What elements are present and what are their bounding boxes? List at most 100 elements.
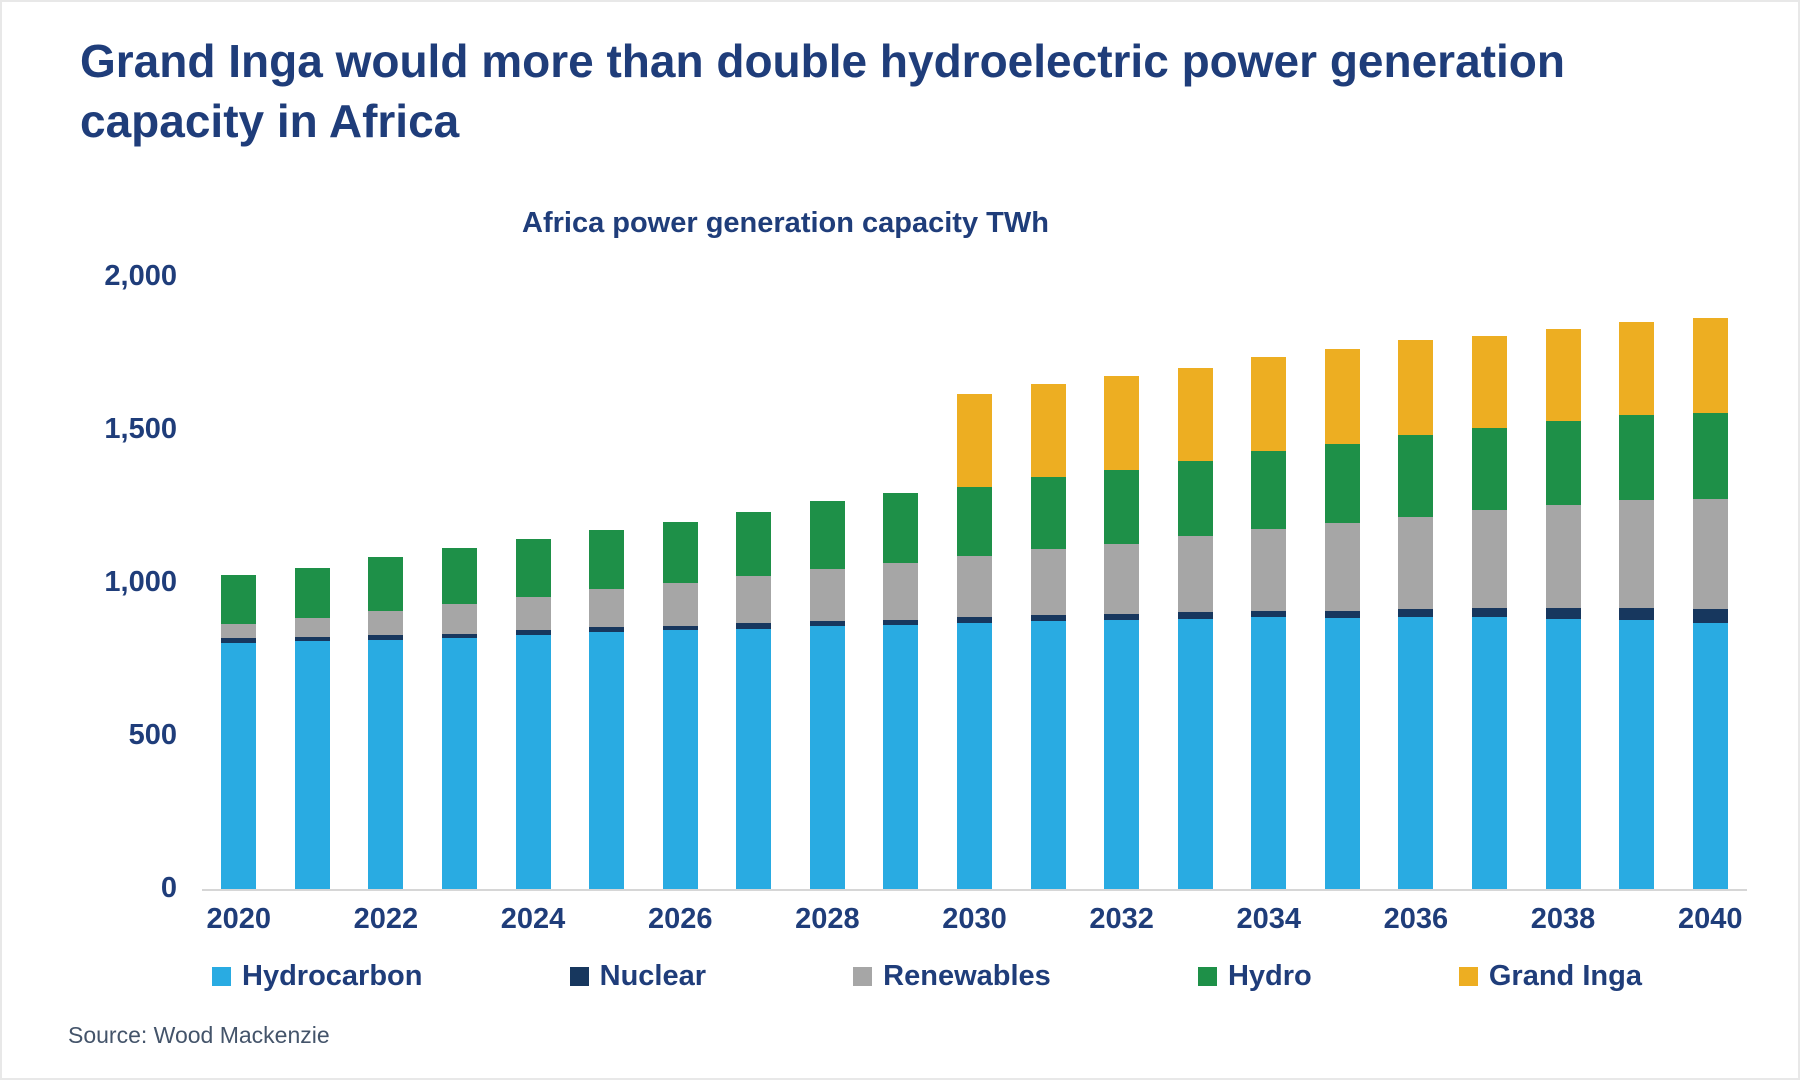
bar-segment-nuclear bbox=[1030, 615, 1066, 622]
x-axis-tick-label: 2032 bbox=[1089, 903, 1154, 935]
bar-segment-renewables bbox=[1472, 510, 1507, 609]
bar-2034 bbox=[1251, 356, 1287, 889]
bar-2036 bbox=[1398, 339, 1434, 889]
bar-segment-hydrocarbon bbox=[1104, 620, 1140, 889]
bar-segment-grand-inga bbox=[1251, 356, 1287, 452]
bar-segment-renewables bbox=[442, 604, 477, 634]
bar-segment-hydro bbox=[662, 521, 698, 584]
bar-2030 bbox=[957, 393, 992, 889]
bar-segment-renewables bbox=[809, 568, 845, 621]
bar-segment-renewables bbox=[883, 563, 919, 620]
bar-2024 bbox=[515, 538, 551, 889]
page-title: Grand Inga would more than double hydroe… bbox=[80, 35, 1565, 147]
bar-segment-renewables bbox=[221, 624, 257, 639]
bar-2033 bbox=[1177, 367, 1213, 889]
bar-segment-hydro bbox=[1324, 443, 1360, 524]
bar-segment-renewables bbox=[1251, 529, 1287, 611]
bar-segment-hydrocarbon bbox=[589, 631, 625, 889]
x-axis-tick-label: 2024 bbox=[500, 903, 566, 935]
bar-segment-hydro bbox=[957, 487, 992, 557]
bar-segment-hydro bbox=[515, 538, 551, 597]
legend-label: Renewables bbox=[883, 960, 1051, 992]
legend-swatch-hydro bbox=[1197, 967, 1217, 986]
bar-segment-hydrocarbon bbox=[662, 630, 698, 889]
bar-2020 bbox=[221, 575, 257, 889]
bar-2039 bbox=[1619, 322, 1655, 889]
bar-segment-nuclear bbox=[442, 633, 477, 639]
bar-2028 bbox=[809, 501, 845, 889]
legend: Hydrocarbon Nuclear Renewables Hydro Grand I… bbox=[212, 960, 1642, 993]
bar-segment-nuclear bbox=[1692, 609, 1728, 623]
bar-segment-hydrocarbon bbox=[736, 628, 772, 889]
bar-segment-nuclear bbox=[1251, 610, 1287, 618]
legend-item-renewables: Renewables bbox=[853, 960, 1051, 993]
bar-segment-renewables bbox=[589, 589, 625, 628]
bar-2029 bbox=[883, 493, 919, 889]
bar-segment-nuclear bbox=[1324, 610, 1360, 619]
x-axis-tick-label: 2030 bbox=[942, 903, 1007, 935]
bar-segment-renewables bbox=[1545, 505, 1581, 608]
bar-segment-nuclear bbox=[515, 630, 551, 636]
bar-segment-nuclear bbox=[736, 623, 772, 629]
bar-segment-hydro bbox=[1104, 470, 1140, 544]
bar-segment-hydro bbox=[589, 530, 625, 590]
bar-segment-hydrocarbon bbox=[1692, 622, 1728, 889]
bar-segment-grand-inga bbox=[1104, 375, 1140, 471]
bar-segment-hydro bbox=[736, 511, 772, 576]
chart-title: Africa power generation capacity TWh bbox=[522, 207, 1049, 239]
bar-segment-grand-inga bbox=[1398, 339, 1434, 435]
legend-swatch-renewables bbox=[853, 967, 873, 986]
y-axis-tick-label: 0 bbox=[160, 872, 177, 904]
bar-segment-renewables bbox=[957, 556, 992, 618]
bar-segment-nuclear bbox=[809, 620, 845, 627]
bar-segment-nuclear bbox=[221, 638, 257, 643]
bar-segment-hydrocarbon bbox=[1398, 616, 1434, 889]
bar-2026 bbox=[662, 521, 698, 889]
bar-segment-hydrocarbon bbox=[1177, 619, 1213, 889]
bar-2032 bbox=[1104, 375, 1140, 889]
bar-2027 bbox=[736, 511, 772, 889]
bar-segment-renewables bbox=[1692, 498, 1728, 610]
bar-segment-nuclear bbox=[294, 636, 330, 642]
bar-segment-grand-inga bbox=[1545, 329, 1581, 422]
bar-segment-hydrocarbon bbox=[1545, 618, 1581, 889]
bar-segment-hydro bbox=[368, 557, 404, 611]
x-axis-tick-label: 2036 bbox=[1383, 903, 1449, 935]
y-axis-tick-label: 500 bbox=[128, 719, 177, 751]
bar-segment-grand-inga bbox=[1324, 348, 1360, 444]
legend-swatch-grand-inga bbox=[1458, 967, 1478, 986]
legend-label: Hydro bbox=[1227, 960, 1312, 992]
bar-segment-hydrocarbon bbox=[221, 642, 257, 889]
bar-segment-hydro bbox=[1251, 451, 1287, 530]
bar-segment-nuclear bbox=[1619, 607, 1655, 620]
bar-2040 bbox=[1692, 318, 1728, 889]
bar-segment-renewables bbox=[1030, 549, 1066, 616]
bar-segment-nuclear bbox=[1177, 612, 1213, 620]
bar-segment-nuclear bbox=[1398, 609, 1434, 617]
legend-swatch-hydrocarbon bbox=[212, 967, 231, 986]
bar-segment-hydro bbox=[883, 493, 919, 564]
bar-segment-grand-inga bbox=[957, 393, 992, 488]
y-axis-tick-label: 1,000 bbox=[104, 566, 177, 598]
bar-2038 bbox=[1545, 329, 1581, 889]
x-axis-tick-label: 2040 bbox=[1677, 903, 1743, 935]
bar-2037 bbox=[1472, 335, 1507, 889]
bar-segment-hydro bbox=[1472, 427, 1507, 511]
bar-segment-hydrocarbon bbox=[957, 623, 992, 889]
x-axis-tick-label: 2038 bbox=[1530, 903, 1596, 935]
bar-segment-renewables bbox=[662, 583, 698, 626]
bar-2021 bbox=[294, 567, 330, 889]
bar-2023 bbox=[442, 547, 477, 889]
bar-segment-grand-inga bbox=[1030, 384, 1066, 478]
bar-segment-hydrocarbon bbox=[883, 625, 919, 889]
bar-segment-hydro bbox=[809, 501, 845, 569]
x-axis-tick-label: 2034 bbox=[1236, 903, 1302, 935]
bar-segment-hydrocarbon bbox=[1472, 617, 1507, 889]
x-axis-tick-label: 2028 bbox=[795, 903, 860, 935]
legend-label: Nuclear bbox=[599, 960, 707, 992]
legend-swatch-nuclear bbox=[569, 967, 589, 986]
bar-segment-hydrocarbon bbox=[368, 639, 404, 889]
bar-2031 bbox=[1030, 384, 1066, 889]
bar-segment-grand-inga bbox=[1177, 367, 1213, 461]
x-axis-tick-label: 2026 bbox=[647, 903, 713, 935]
